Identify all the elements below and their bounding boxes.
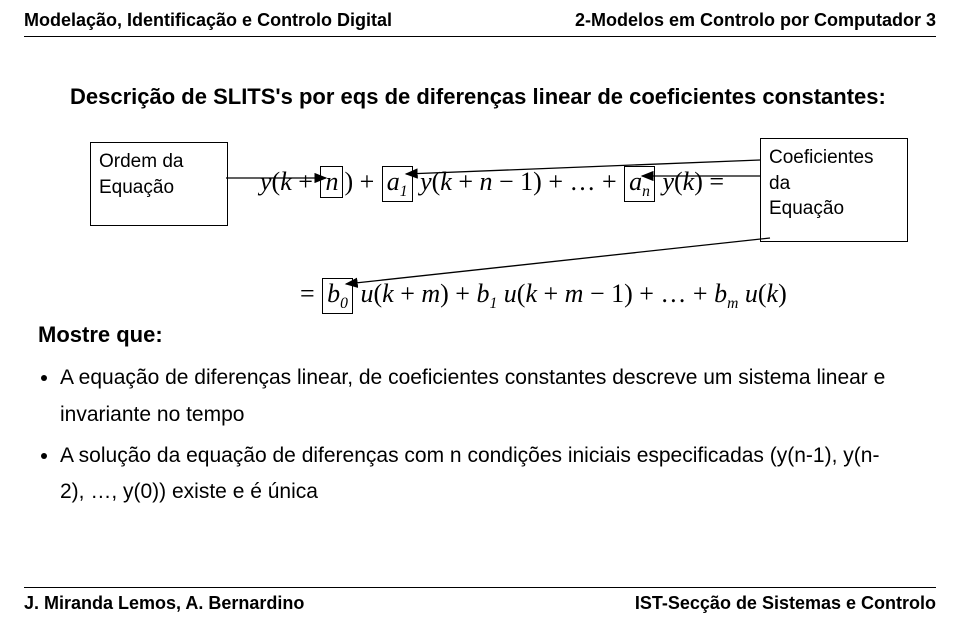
header-left: Modelação, Identificação e Controlo Digi… <box>24 10 392 31</box>
eq2-u1: u <box>354 279 374 308</box>
eq1-a1-sub: 1 <box>400 183 408 200</box>
eq1-k3: k <box>683 167 695 196</box>
eq1-mid: − 1) + … + <box>493 167 624 196</box>
mostre-heading: Mostre que: <box>38 322 163 348</box>
eq1-k2: k <box>440 167 452 196</box>
equation-2: = b0 u(k + m) + b1 u(k + m − 1) + … + bm… <box>300 278 787 314</box>
ordem-line2: Equação <box>99 175 219 201</box>
eq1-an-frame: an <box>624 166 655 202</box>
eq1-y: y <box>260 167 272 196</box>
eq2-plus2: + <box>537 279 565 308</box>
coef-line2: da <box>769 171 899 197</box>
eq2-b0-frame: b0 <box>322 278 353 314</box>
eq1-k1: k <box>280 167 292 196</box>
header-right: 2-Modelos em Controlo por Computador 3 <box>575 10 936 31</box>
eq2-k1: k <box>382 279 394 308</box>
eq2-mid: − 1) + … + <box>583 279 714 308</box>
bullet-2: A solução da equação de diferenças com n… <box>60 438 900 512</box>
eq1-an-sub: n <box>642 183 650 200</box>
coef-line3: Equação <box>769 196 899 222</box>
ordem-box: Ordem da Equação <box>90 142 228 226</box>
eq2-rp1: ) + <box>440 279 476 308</box>
eq1-lp3: ( <box>674 167 683 196</box>
eq2-m2: m <box>565 279 584 308</box>
eq1-plus1: + <box>292 167 320 196</box>
eq2-bm-sub: m <box>727 295 738 312</box>
coef-line1: Coeficientes <box>769 145 899 171</box>
eq2-plus1: + <box>394 279 422 308</box>
eq2-b0-base: b <box>327 279 340 308</box>
eq2-lp1: ( <box>373 279 382 308</box>
page-title: Descrição de SLITS's por eqs de diferenç… <box>70 84 886 110</box>
eq1-lp2: ( <box>432 167 441 196</box>
footer-right: IST-Secção de Sistemas e Controlo <box>635 593 936 614</box>
eq1-n2: n <box>480 167 493 196</box>
eq1-n-frame: n <box>320 166 343 198</box>
eq2-eq: = <box>300 279 321 308</box>
eq2-k3: k <box>767 279 779 308</box>
eq1-a1-base: a <box>387 167 400 196</box>
eq2-bm-base: b <box>714 279 727 308</box>
eq2-u3: u <box>738 279 758 308</box>
eq1-plus2: + <box>452 167 480 196</box>
eq1-an-base: a <box>629 167 642 196</box>
eq1-y2: y <box>414 167 432 196</box>
eq1-end: ) = <box>694 167 724 196</box>
eq1-y3: y <box>656 167 674 196</box>
eq2-lp3: ( <box>758 279 767 308</box>
eq1-a1-frame: a1 <box>382 166 413 202</box>
eq2-rp3: ) <box>778 279 787 308</box>
eq2-u2: u <box>497 279 517 308</box>
bottom-rule <box>24 587 936 588</box>
eq1-lp1: ( <box>272 167 281 196</box>
eq2-m1: m <box>421 279 440 308</box>
footer-left: J. Miranda Lemos, A. Bernardino <box>24 593 304 614</box>
eq2-k2: k <box>525 279 537 308</box>
bullet-list: A equação de diferenças linear, de coefi… <box>38 360 900 515</box>
eq2-b1-base: b <box>476 279 489 308</box>
equation-1: y(k + n) + a1 y(k + n − 1) + … + an y(k)… <box>260 166 724 202</box>
eq1-rp-plus: ) + <box>344 167 380 196</box>
ordem-line1: Ordem da <box>99 149 219 175</box>
coef-box: Coeficientes da Equação <box>760 138 908 242</box>
eq2-b0-sub: 0 <box>340 295 348 312</box>
eq1-n-frame-text: n <box>325 167 338 196</box>
top-rule <box>24 36 936 37</box>
bullet-1: A equação de diferenças linear, de coefi… <box>60 360 900 434</box>
